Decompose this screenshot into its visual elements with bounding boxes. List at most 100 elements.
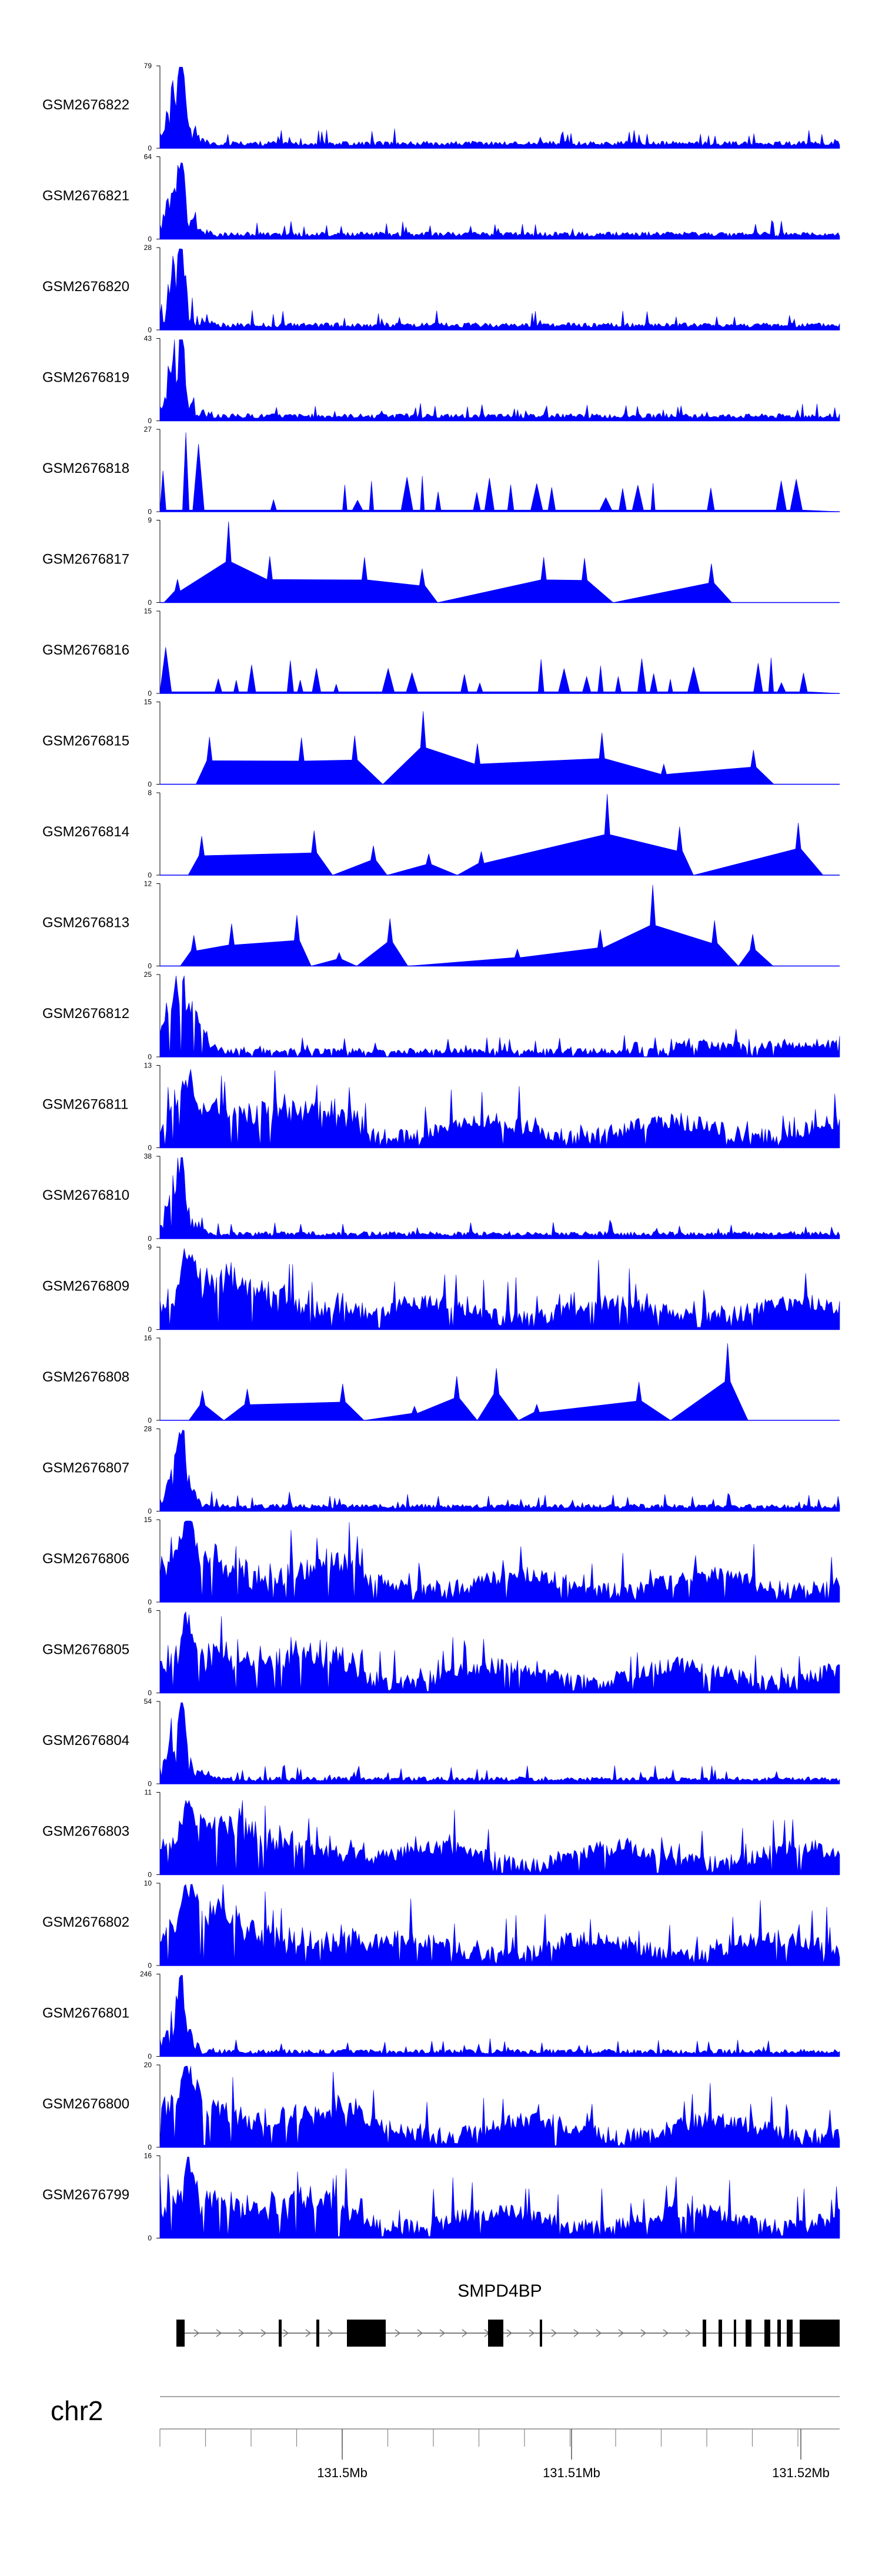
y-max-label: 13	[144, 1062, 152, 1070]
track-GSM2676802: GSM2676802 10 0	[42, 1879, 840, 1970]
track-label: GSM2676816	[42, 642, 129, 658]
y-min-label: 0	[148, 1961, 152, 1970]
y-min-label: 0	[148, 417, 152, 425]
y-max-label: 54	[144, 1697, 152, 1706]
coverage-area	[159, 339, 840, 421]
y-max-label: 8	[148, 789, 152, 797]
track-label: GSM2676814	[42, 824, 129, 840]
coverage-area	[159, 1157, 840, 1239]
y-max-label: 27	[144, 425, 152, 433]
strand-arrow	[663, 2329, 669, 2337]
strand-arrow	[439, 2329, 446, 2337]
gene-track: SMPD4BP	[176, 2281, 840, 2347]
track-label: GSM2676804	[42, 1733, 129, 1749]
strand-arrow	[395, 2329, 401, 2337]
axis-tick-label: 131.52Mb	[772, 2465, 830, 2480]
y-max-label: 38	[144, 1152, 152, 1160]
track-GSM2676819: GSM2676819 43 0	[42, 335, 840, 425]
coverage-area	[159, 2066, 840, 2148]
track-GSM2676800: GSM2676800 20 0	[42, 2061, 840, 2151]
y-min-label: 0	[148, 1053, 152, 1061]
coverage-tracks: GSM2676822790GSM2676821640GSM2676820280G…	[42, 62, 840, 2243]
coverage-area	[159, 2157, 840, 2238]
y-max-label: 15	[144, 607, 152, 615]
track-label: GSM2676800	[42, 2096, 129, 2112]
y-max-label: 28	[144, 1425, 152, 1433]
genome-axis: chr2 131.5Mb 131.51Mb 131.52Mb	[51, 2395, 840, 2480]
exon	[764, 2320, 770, 2347]
y-min-label: 0	[148, 2143, 152, 2151]
track-GSM2676808: GSM2676808 16 0	[42, 1334, 840, 1424]
coverage-area	[159, 248, 840, 331]
strand-arrow	[216, 2329, 222, 2337]
y-max-label: 9	[148, 516, 152, 525]
track-GSM2676807: GSM2676807 28 0	[42, 1425, 840, 1516]
strand-arrow	[417, 2329, 423, 2337]
track-GSM2676806: GSM2676806 15 0	[42, 1516, 840, 1606]
track-label: GSM2676818	[42, 461, 129, 476]
y-min-label: 0	[148, 1234, 152, 1243]
track-label: GSM2676822	[42, 97, 129, 113]
exon	[800, 2320, 840, 2347]
exon	[734, 2320, 736, 2347]
strand-arrow	[193, 2329, 200, 2337]
track-GSM2676820: GSM2676820 28 0	[42, 243, 840, 334]
track-label: GSM2676817	[42, 552, 129, 568]
y-min-label: 0	[148, 962, 152, 970]
strand-arrow	[238, 2329, 245, 2337]
y-min-label: 0	[148, 235, 152, 243]
strand-arrow	[551, 2329, 557, 2337]
y-min-label: 0	[148, 2053, 152, 2061]
track-label: GSM2676819	[42, 370, 129, 386]
y-max-label: 15	[144, 1516, 152, 1524]
y-min-label: 0	[148, 1871, 152, 1879]
strand-arrow	[260, 2329, 267, 2337]
coverage-area	[163, 521, 733, 603]
gene-model	[176, 2320, 840, 2347]
strand-arrow	[640, 2329, 647, 2337]
coverage-area	[188, 793, 824, 876]
y-max-label: 10	[144, 1879, 152, 1887]
coverage-area	[195, 711, 774, 785]
track-GSM2676822: GSM2676822 79 0	[42, 62, 840, 152]
strand-arrow	[462, 2329, 468, 2337]
track-GSM2676804: GSM2676804 54 0	[42, 1697, 840, 1788]
exon	[316, 2320, 319, 2347]
coverage-area	[159, 66, 840, 149]
track-label: GSM2676807	[42, 1460, 129, 1476]
track-GSM2676814: GSM2676814 8 0	[42, 789, 840, 879]
track-GSM2676803: GSM2676803 11 0	[42, 1788, 840, 1879]
y-max-label: 246	[140, 1970, 152, 1978]
track-GSM2676811: GSM2676811 13 0	[42, 1062, 840, 1152]
y-min-label: 0	[148, 326, 152, 334]
gene-label: SMPD4BP	[457, 2281, 542, 2301]
track-GSM2676812: GSM2676812 25 0	[42, 970, 840, 1061]
y-min-label: 0	[148, 1598, 152, 1606]
track-GSM2676816: GSM2676816 15 0	[42, 607, 840, 698]
track-label: GSM2676815	[42, 733, 129, 749]
track-label: GSM2676813	[42, 915, 129, 931]
track-label: GSM2676801	[42, 2006, 129, 2021]
track-label: GSM2676803	[42, 1824, 129, 1840]
chromosome-label: chr2	[51, 2395, 103, 2426]
track-label: GSM2676802	[42, 1914, 129, 1930]
y-min-label: 0	[148, 1326, 152, 1334]
y-max-label: 12	[144, 880, 152, 888]
coverage-area	[188, 1343, 749, 1421]
track-label: GSM2676799	[42, 2187, 129, 2203]
exon	[777, 2320, 781, 2347]
track-GSM2676815: GSM2676815 15 0	[42, 698, 840, 789]
axis-lines: 131.5Mb 131.51Mb 131.52Mb	[159, 2396, 840, 2480]
coverage-area	[159, 432, 840, 512]
y-min-label: 0	[148, 689, 152, 698]
exon	[787, 2320, 793, 2347]
y-min-label: 0	[148, 1144, 152, 1152]
y-min-label: 0	[148, 780, 152, 789]
track-label: GSM2676821	[42, 188, 129, 204]
coverage-area	[159, 1520, 840, 1603]
exon	[703, 2320, 706, 2347]
strand-arrow	[506, 2329, 513, 2337]
track-GSM2676809: GSM2676809 9 0	[42, 1243, 840, 1334]
coverage-area	[159, 975, 840, 1058]
y-max-label: 6	[148, 1607, 152, 1615]
